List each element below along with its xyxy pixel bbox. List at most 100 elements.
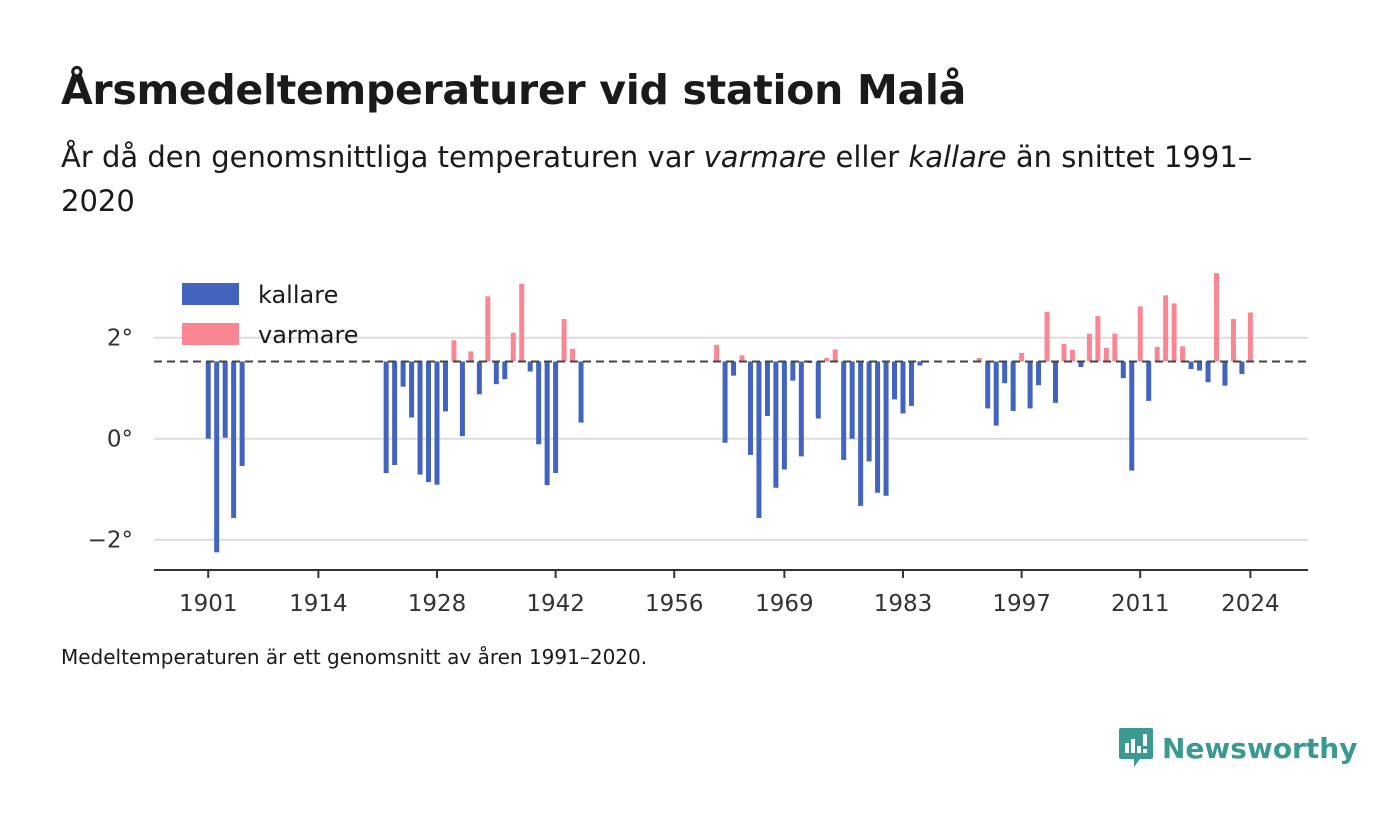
bar-kallare: [1120, 361, 1126, 379]
bar-varmare: [570, 348, 576, 362]
bar-kallare: [883, 361, 889, 496]
footnote: Medeltemperaturen är ett genomsnitt av å…: [61, 645, 648, 669]
bar-varmare: [519, 283, 525, 362]
bar-varmare: [485, 296, 491, 362]
bar-kallare: [222, 361, 228, 438]
bar-kallare: [400, 361, 406, 387]
x-tick-label: 2011: [1111, 591, 1170, 617]
bar-kallare: [392, 361, 398, 465]
bar-kallare: [756, 361, 762, 518]
chart-title: Årsmedeltemperaturer vid station Malå: [61, 66, 967, 114]
bar-kallare: [442, 361, 448, 412]
bar-kallare: [239, 361, 245, 466]
subtitle-emphasis-warmer: varmare: [703, 140, 827, 174]
bar-kallare: [908, 361, 914, 406]
chart-subtitle: År då den genomsnittliga temperaturen va…: [61, 135, 1321, 223]
bar-kallare: [764, 361, 770, 416]
bar-varmare: [1154, 346, 1160, 362]
bar-kallare: [773, 361, 779, 488]
bar-kallare: [1197, 361, 1203, 371]
y-axis-ticks: 2° 0° −2°: [88, 326, 133, 554]
bar-kallare: [747, 361, 753, 455]
legend-item-varmare[interactable]: varmare: [182, 321, 359, 349]
bar-varmare: [1247, 312, 1253, 362]
bar-kallare: [1146, 361, 1152, 401]
x-tick-label: 1914: [289, 591, 348, 617]
subtitle-text-2: eller: [826, 140, 909, 174]
bar-kallare: [866, 361, 872, 462]
bar-varmare: [451, 340, 457, 362]
bar-varmare: [1171, 303, 1177, 362]
bar-kallare: [205, 361, 211, 439]
bar-kallare: [409, 361, 415, 418]
x-tick-label: 1928: [408, 591, 467, 617]
bar-kallare: [1239, 361, 1245, 375]
legend-swatch: [182, 283, 239, 305]
bar-kallare: [1129, 361, 1135, 471]
legend-swatch: [182, 323, 239, 345]
bar-varmare: [1103, 347, 1109, 362]
bar-varmare: [1163, 295, 1169, 362]
bar-kallare: [722, 361, 728, 443]
newsworthy-logo-icon: [1119, 728, 1153, 767]
bar-kallare: [993, 361, 999, 426]
bar-kallare: [731, 361, 737, 376]
bar-kallare: [578, 361, 584, 423]
bar-kallare: [536, 361, 542, 445]
bar-varmare: [1230, 319, 1236, 362]
bar-kallare: [231, 361, 237, 518]
bar-kallare: [1053, 361, 1059, 403]
subtitle-text-3: än snittet 1991–2020: [61, 140, 1253, 218]
bar-kallare: [1222, 361, 1228, 386]
x-tick-label: 1942: [526, 591, 585, 617]
legend-item-kallare[interactable]: kallare: [182, 281, 338, 309]
bar-kallare: [383, 361, 389, 474]
bar-kallare: [917, 361, 923, 366]
bar-kallare: [798, 361, 804, 457]
temperature-bar-chart: 2° 0° −2° 1901 1914 1928 1942 1956 1969 1983 1997…: [88, 273, 1308, 617]
subtitle-emphasis-colder: kallare: [908, 140, 1007, 174]
x-tick-label: 1997: [992, 591, 1051, 617]
bar-kallare: [527, 361, 533, 372]
bar-kallare: [1188, 361, 1194, 370]
bar-varmare: [1044, 311, 1050, 362]
bar-varmare: [468, 351, 474, 362]
x-tick-label: 2024: [1221, 591, 1280, 617]
bar-kallare: [493, 361, 499, 385]
bar-kallare: [815, 361, 821, 419]
bar-varmare: [1112, 333, 1118, 362]
bar-kallare: [900, 361, 906, 414]
brand-name: Newsworthy: [1162, 731, 1358, 765]
bar-varmare: [739, 355, 745, 362]
bar-varmare: [1180, 346, 1186, 362]
legend: kallare varmare: [182, 281, 359, 349]
bar-kallare: [985, 361, 991, 409]
bar-varmare: [714, 344, 720, 362]
bar-kallare: [1002, 361, 1008, 384]
brand-logo[interactable]: Newsworthy: [1118, 726, 1357, 770]
x-tick-label: 1901: [179, 591, 238, 617]
x-tick-label: 1956: [645, 591, 704, 617]
bar-varmare: [1095, 316, 1101, 362]
subtitle-text-1: År då den genomsnittliga temperaturen va…: [61, 140, 704, 174]
bar-kallare: [1205, 361, 1211, 383]
bar-kallare: [1036, 361, 1042, 386]
bar-varmare: [1069, 349, 1075, 362]
bar-kallare: [781, 361, 787, 470]
bar-kallare: [790, 361, 796, 381]
bar-varmare: [561, 319, 567, 362]
y-tick-label: 0°: [107, 427, 133, 453]
bar-kallare: [875, 361, 881, 493]
bar-varmare: [510, 332, 516, 362]
x-tick-label: 1983: [874, 591, 933, 617]
bar-kallare: [459, 361, 465, 437]
y-tick-label: −2°: [88, 528, 133, 554]
bar-varmare: [976, 357, 982, 362]
x-tick-label: 1969: [755, 591, 814, 617]
bar-kallare: [426, 361, 432, 483]
y-tick-label: 2°: [107, 326, 133, 352]
bar-varmare: [1213, 273, 1219, 362]
bar-kallare: [476, 361, 482, 395]
bar-kallare: [849, 361, 855, 439]
bar-kallare: [1010, 361, 1016, 411]
